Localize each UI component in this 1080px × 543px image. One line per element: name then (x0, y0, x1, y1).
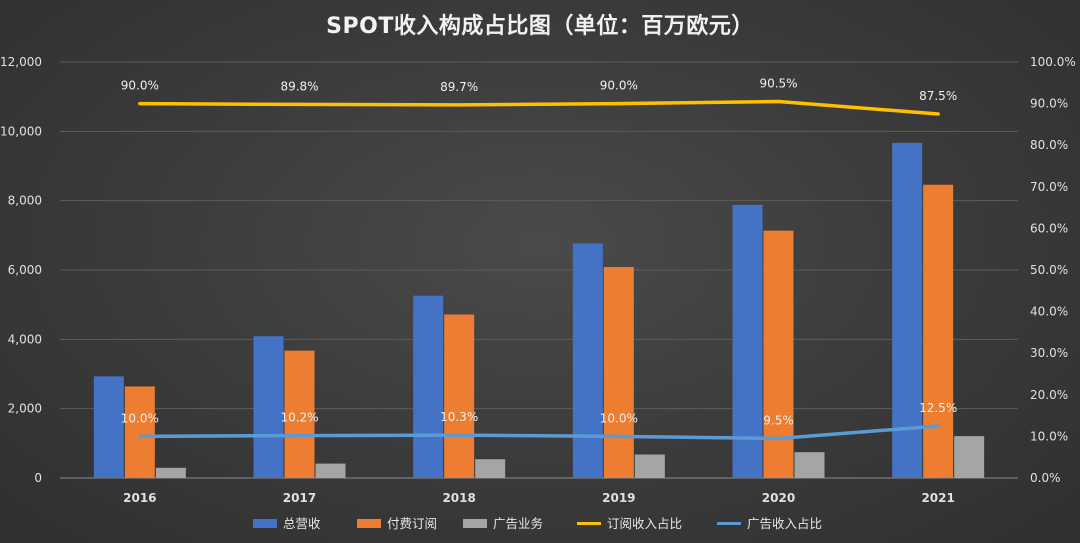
line-point (138, 102, 142, 106)
line-point (457, 433, 461, 437)
bar (572, 243, 603, 478)
line-point (617, 102, 621, 106)
legend-label: 付费订阅 (387, 516, 437, 531)
data-label: 90.5% (759, 77, 797, 91)
y-left-tick-label: 0 (34, 471, 42, 485)
series-line (138, 99, 940, 116)
y-right-tick-label: 60.0% (1030, 221, 1068, 235)
data-label: 10.0% (121, 411, 159, 425)
legend-label: 订阅收入占比 (607, 516, 682, 531)
y-left-tick-label: 4,000 (8, 332, 42, 346)
data-label: 12.5% (919, 401, 957, 415)
line-point (298, 434, 301, 438)
y-left-tick-label: 8,000 (8, 194, 42, 208)
legend: 总营收 付费订阅 广告业务 订阅收入占比 广告收入占比 (253, 516, 822, 531)
y-right-tick-label: 80.0% (1030, 138, 1068, 152)
bar (763, 230, 794, 478)
bar (732, 204, 763, 478)
bar (315, 463, 346, 478)
bar (634, 454, 665, 478)
x-tick-label: 2020 (762, 491, 795, 505)
legend-label: 总营收 (283, 516, 321, 531)
bar (794, 452, 825, 478)
x-axis: 2016 2017 2018 2019 2020 2021 (123, 491, 955, 505)
line-point (298, 102, 301, 106)
bar (923, 184, 954, 478)
bar (954, 436, 985, 478)
y-left-tick-label: 6,000 (8, 263, 42, 277)
data-label: 9.5% (763, 413, 794, 427)
data-label: 10.2% (280, 411, 318, 425)
x-tick-label: 2016 (123, 491, 156, 505)
gridlines (60, 61, 1018, 479)
bars (93, 142, 985, 479)
line-point (777, 100, 780, 104)
data-label: 87.5% (919, 89, 957, 103)
y-right-tick-label: 30.0% (1030, 346, 1068, 360)
y-left-tick-label: 10,000 (0, 124, 42, 138)
legend-swatch (463, 519, 487, 528)
legend-swatch (357, 519, 381, 528)
legend-swatch (253, 519, 277, 528)
bar (93, 376, 124, 478)
bar (253, 336, 284, 478)
bar (413, 295, 444, 478)
bar (603, 267, 634, 478)
data-label: 89.8% (280, 79, 318, 93)
lines: 90.0% 89.8% 89.7% 90.0% 90.5% 87.5% 10.0% 10.2%… (121, 77, 957, 441)
legend-label: 广告收入占比 (747, 516, 822, 531)
y-right-tick-label: 50.0% (1030, 263, 1068, 277)
bar (475, 459, 506, 478)
line-point (457, 103, 461, 107)
y-right-tick-label: 90.0% (1030, 97, 1068, 111)
data-label: 89.7% (440, 80, 478, 94)
y-axis-left: 0 2,000 4,000 6,000 8,000 10,000 12,000 (0, 55, 42, 485)
bar (155, 467, 186, 478)
data-label: 10.0% (600, 411, 638, 425)
data-label: 90.0% (600, 79, 638, 93)
line-point (936, 112, 940, 116)
line-point (777, 436, 780, 440)
y-right-tick-label: 100.0% (1030, 55, 1076, 69)
bar (892, 142, 923, 479)
bar (284, 350, 315, 478)
legend-label: 广告业务 (493, 516, 543, 531)
y-axis-right: 0.0% 10.0% 20.0% 30.0% 40.0% 50.0% 60.0% 70.0% 8… (1030, 55, 1076, 485)
data-label: 10.3% (440, 410, 478, 424)
series-line (138, 424, 940, 441)
bar (124, 386, 155, 478)
bar (444, 314, 475, 478)
y-left-tick-label: 2,000 (8, 402, 42, 416)
line-point (617, 434, 621, 438)
line-point (138, 434, 142, 438)
x-tick-label: 2017 (283, 491, 316, 505)
y-right-tick-label: 10.0% (1030, 429, 1068, 443)
y-right-tick-label: 0.0% (1030, 471, 1061, 485)
chart-title: SPOT收入构成占比图（单位：百万欧元） (326, 13, 754, 39)
y-right-tick-label: 20.0% (1030, 388, 1068, 402)
x-tick-label: 2021 (921, 491, 954, 505)
x-tick-label: 2018 (442, 491, 475, 505)
data-label: 90.0% (121, 79, 159, 93)
y-right-tick-label: 70.0% (1030, 180, 1068, 194)
y-left-tick-label: 12,000 (0, 55, 42, 69)
x-tick-label: 2019 (602, 491, 635, 505)
y-right-tick-label: 40.0% (1030, 305, 1068, 319)
line-point (936, 424, 940, 428)
